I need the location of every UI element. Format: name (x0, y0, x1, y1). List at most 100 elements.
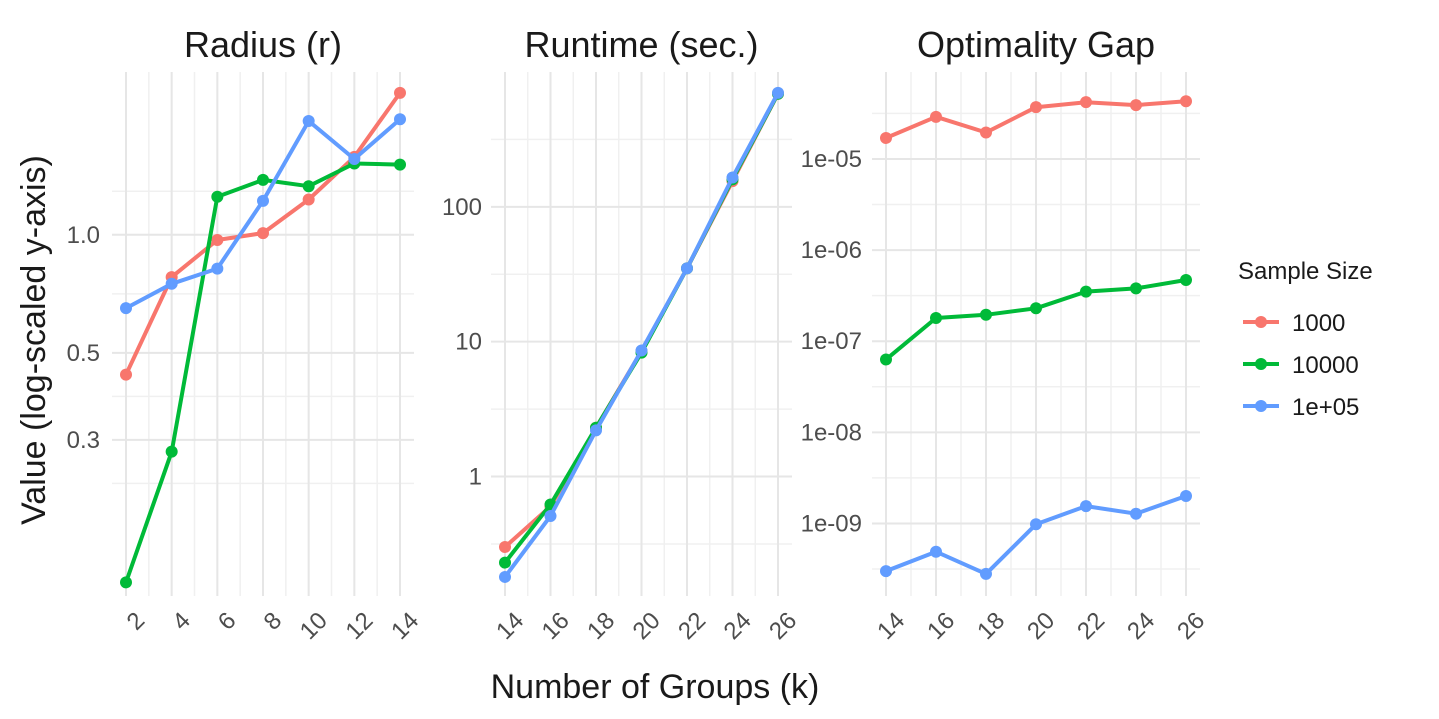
y-tick-label: 1e-07 (801, 328, 862, 355)
data-point-1e+05 (302, 115, 315, 128)
panel-3: 14 16 18 20 22 24 26 1e-05 1e-06 1e-07 1e-08 1e-09 O… (801, 24, 1211, 645)
y-axis-title: Value (log-scaled y-axis) (15, 155, 53, 525)
legend-item-1000: 1000 (1243, 310, 1345, 337)
legend: Sample Size 1000 10000 1e+05 (1238, 258, 1373, 421)
data-point-1000 (211, 233, 224, 246)
panel-2: 14 16 18 20 22 24 26 100 10 1 Runtime (sec.) (442, 24, 802, 645)
data-point-1e+05 (544, 509, 557, 522)
data-point-1e+05 (635, 344, 648, 357)
data-point-10000 (394, 158, 406, 171)
x-tick-label: 22 (673, 607, 711, 645)
legend-key-point (1255, 358, 1267, 370)
x-tick-label: 4 (167, 607, 196, 636)
x-tick-label: 24 (719, 607, 757, 645)
data-point-10000 (302, 180, 315, 193)
y-tick-label: 100 (442, 194, 482, 221)
data-point-1000 (880, 131, 892, 144)
data-point-10000 (1030, 302, 1042, 315)
x-tick-label: 16 (922, 607, 960, 645)
legend-label: 1000 (1292, 310, 1345, 337)
x-tick-label: 20 (628, 607, 666, 645)
data-point-1e+05 (348, 153, 361, 166)
x-tick-label: 10 (295, 607, 333, 645)
data-point-1e+05 (165, 277, 178, 290)
data-point-1e+05 (1030, 518, 1042, 531)
data-point-1e+05 (590, 424, 602, 437)
y-tick-label: 10 (455, 329, 482, 356)
legend-item-10000: 10000 (1243, 352, 1359, 379)
legend-title: Sample Size (1238, 258, 1373, 285)
x-tick-label: 22 (1072, 607, 1110, 645)
data-point-10000 (257, 173, 269, 186)
y-tick-label: 1e-05 (801, 146, 862, 173)
y-tick-label: 0.3 (67, 427, 100, 454)
data-point-10000 (1180, 273, 1192, 286)
data-point-1e+05 (257, 194, 269, 207)
panel-title: Runtime (sec.) (524, 24, 758, 65)
data-point-1e+05 (930, 545, 942, 558)
x-tick-label: 14 (491, 607, 529, 645)
data-point-1e+05 (726, 171, 739, 184)
data-point-1000 (120, 368, 132, 381)
data-point-1e+05 (211, 262, 224, 275)
x-tick-label: 26 (1172, 607, 1210, 645)
data-point-1e+05 (980, 567, 992, 580)
data-point-1e+05 (880, 565, 892, 578)
x-tick-label: 2 (122, 607, 151, 636)
data-point-10000 (880, 353, 892, 366)
x-tick-label: 18 (582, 607, 620, 645)
data-point-1e+05 (1130, 507, 1142, 520)
data-point-10000 (211, 190, 224, 203)
data-point-1000 (1030, 101, 1042, 114)
panel-1: 2 4 6 8 10 12 14 1.0 0.5 0.3 Radius (r) (67, 24, 424, 645)
legend-item-1e05: 1e+05 (1243, 394, 1359, 421)
data-point-1e+05 (772, 86, 784, 99)
data-point-10000 (1130, 282, 1142, 295)
y-tick-label: 1 (469, 464, 482, 491)
data-point-1e+05 (499, 570, 511, 583)
y-tick-label: 1e-09 (801, 510, 862, 537)
x-tick-label: 14 (872, 607, 910, 645)
x-tick-label: 14 (386, 607, 424, 645)
panel-title: Radius (r) (184, 24, 342, 65)
data-point-1e+05 (394, 113, 406, 126)
data-point-1e+05 (681, 262, 693, 275)
data-point-1e+05 (120, 302, 132, 315)
legend-key-point (1255, 316, 1267, 328)
x-tick-label: 12 (340, 607, 378, 645)
data-point-1000 (394, 86, 406, 99)
legend-label: 10000 (1292, 352, 1359, 379)
legend-key-point (1255, 400, 1267, 412)
data-point-10000 (1080, 285, 1092, 298)
x-tick-label: 20 (1022, 607, 1060, 645)
data-point-1000 (302, 193, 315, 206)
panel-title: Optimality Gap (917, 24, 1155, 65)
x-axis-title: Number of Groups (k) (491, 668, 820, 706)
data-point-1000 (980, 126, 992, 139)
x-tick-label: 6 (213, 607, 242, 636)
x-tick-label: 26 (764, 607, 802, 645)
data-point-10000 (120, 576, 132, 589)
data-point-1000 (499, 541, 511, 554)
y-tick-label: 0.5 (67, 340, 100, 367)
data-point-1000 (1080, 96, 1092, 109)
data-point-1000 (930, 110, 942, 123)
y-tick-label: 1e-08 (801, 419, 862, 446)
data-point-10000 (165, 445, 178, 458)
x-tick-label: 8 (259, 607, 288, 636)
data-point-1000 (1180, 95, 1192, 108)
x-tick-label: 16 (537, 607, 575, 645)
x-tick-label: 24 (1122, 607, 1160, 645)
data-point-10000 (980, 308, 992, 321)
data-point-10000 (499, 556, 511, 569)
data-point-10000 (930, 311, 942, 324)
y-tick-label: 1e-06 (801, 237, 862, 264)
data-point-1e+05 (1180, 490, 1192, 503)
data-point-1000 (1130, 99, 1142, 112)
y-tick-label: 1.0 (67, 222, 100, 249)
data-point-1e+05 (1080, 500, 1092, 513)
data-point-1000 (257, 227, 269, 240)
legend-label: 1e+05 (1292, 394, 1359, 421)
x-tick-label: 18 (972, 607, 1010, 645)
